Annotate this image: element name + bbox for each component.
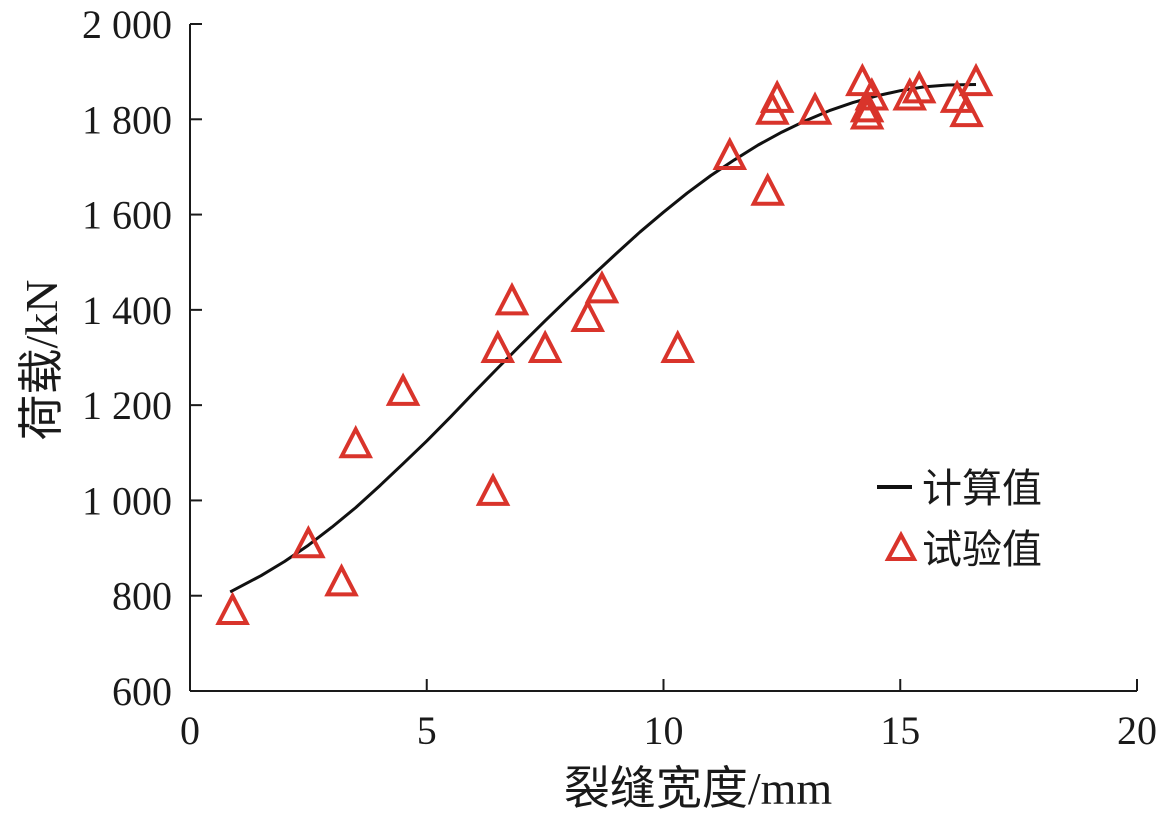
calculated-curve <box>229 83 977 594</box>
y-tick-label: 1 400 <box>82 288 172 333</box>
experimental-point <box>712 136 748 171</box>
experimental-point <box>845 62 880 97</box>
experimental-point <box>854 77 890 111</box>
legend-label-calculated: 计算值 <box>922 466 1042 511</box>
experimental-point <box>892 77 928 111</box>
x-tick-label: 5 <box>417 708 437 753</box>
experimental-point <box>849 96 885 130</box>
x-ticks: 0 5 10 15 20 <box>180 679 1157 753</box>
experimental-point <box>324 563 359 597</box>
y-tick-label: 1 000 <box>82 478 172 523</box>
experimental-point <box>570 298 606 333</box>
experimental-point <box>901 69 937 104</box>
experimental-point <box>527 329 563 363</box>
experimental-point <box>385 372 421 406</box>
experimental-point <box>584 270 620 304</box>
legend-triangle-swatch <box>884 530 918 561</box>
experimental-point <box>480 329 516 363</box>
experimental-point <box>797 91 833 125</box>
y-ticks: 600 800 1 000 1 200 1 400 1 600 1 800 2 000 <box>82 2 202 714</box>
plot-area <box>215 62 994 626</box>
x-tick-label: 10 <box>644 708 684 753</box>
y-axis-title: 荷载/kN <box>16 280 67 441</box>
experimental-point <box>759 79 795 113</box>
y-tick-label: 800 <box>112 574 172 619</box>
x-tick-label: 20 <box>1117 708 1157 753</box>
y-tick-label: 600 <box>112 669 172 714</box>
y-tick-label: 1 800 <box>82 97 172 142</box>
y-tick-label: 1 600 <box>82 193 172 238</box>
experimental-point <box>215 591 250 626</box>
experimental-point <box>291 524 326 559</box>
x-tick-label: 0 <box>180 708 200 753</box>
legend: 计算值 试验值 <box>877 466 1042 572</box>
experimental-point <box>958 62 994 97</box>
experimental-point <box>338 424 374 459</box>
experimental-point <box>750 172 785 206</box>
x-axis-title: 裂缝宽度/mm <box>564 763 833 814</box>
experimental-point <box>939 79 975 113</box>
experimental-point <box>949 93 984 128</box>
experimental-point <box>660 329 695 363</box>
experimental-point <box>475 472 511 506</box>
experimental-point <box>494 281 530 316</box>
y-tick-label: 2 000 <box>82 2 172 47</box>
legend-label-experimental: 试验值 <box>922 527 1042 572</box>
y-tick-label: 1 200 <box>82 383 172 428</box>
x-tick-label: 15 <box>880 708 920 753</box>
